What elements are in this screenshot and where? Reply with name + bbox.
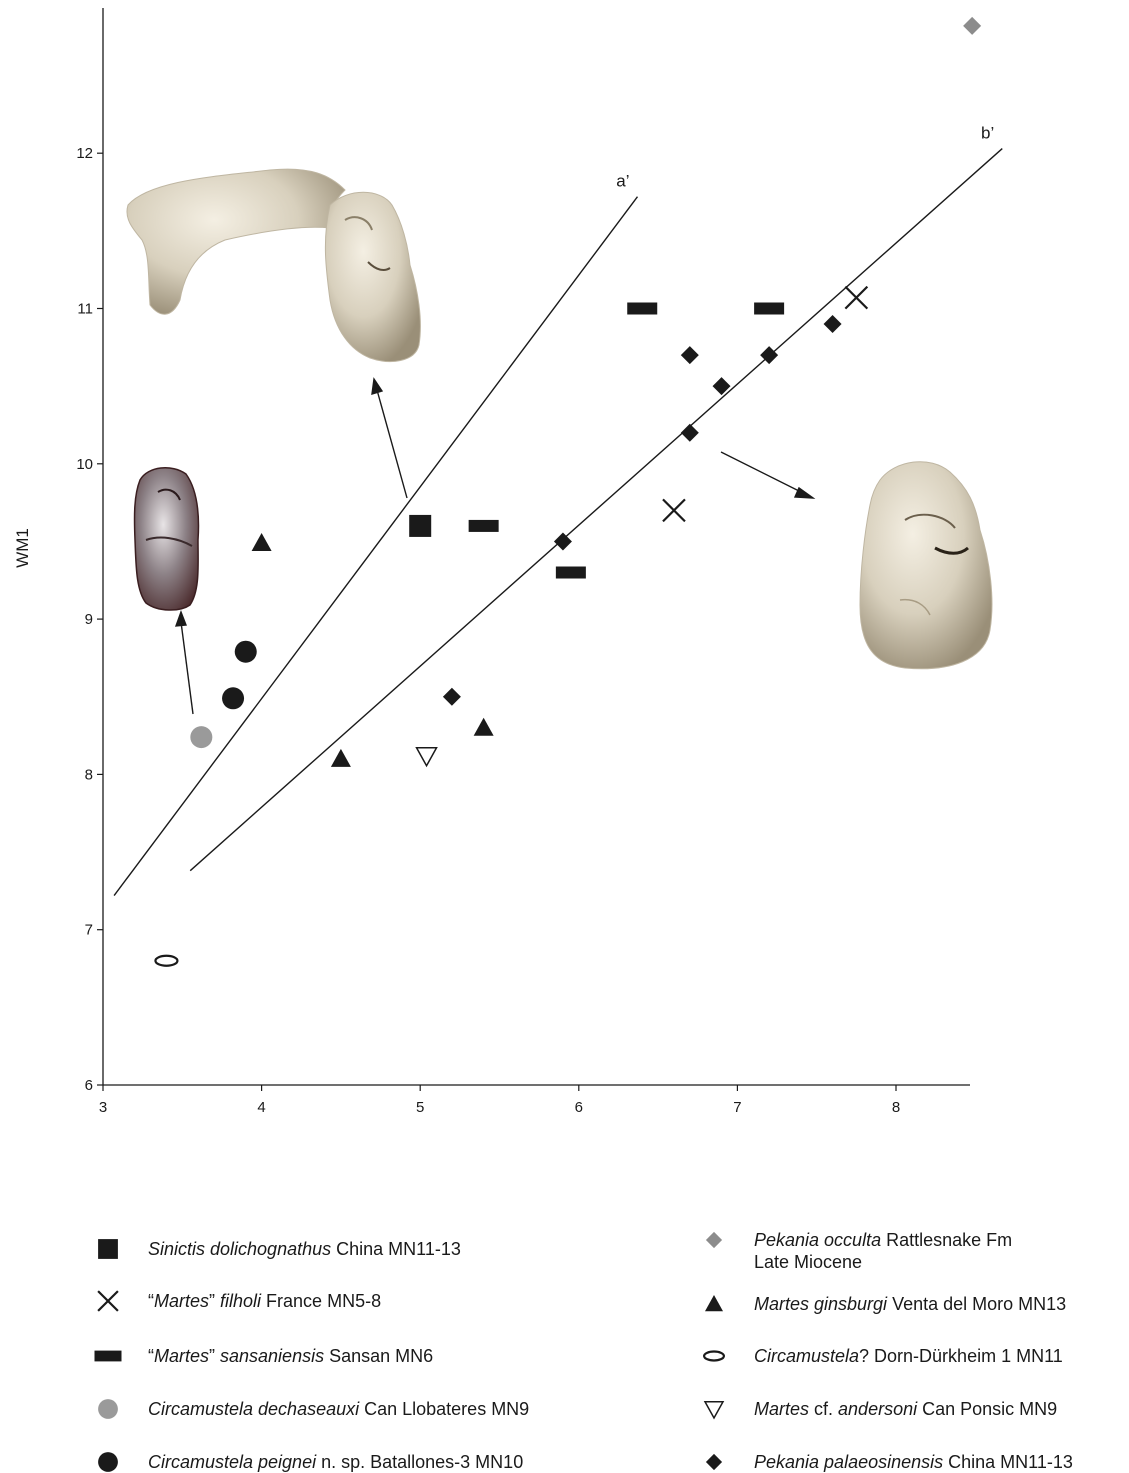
legend-label: Pekania occulta Rattlesnake Fm Late Mioce… <box>754 1230 1013 1272</box>
tooth-photo-occlusal <box>859 461 993 670</box>
legend-marker-shape <box>705 1231 723 1249</box>
legend-label: “Martes” sansaniensis Sansan MN6 <box>148 1346 434 1366</box>
data-point <box>627 302 658 315</box>
data-point <box>473 717 494 736</box>
legend-item: “Martes” filholi France MN5-8 <box>92 1290 381 1312</box>
arrowhead <box>793 486 816 499</box>
data-point <box>234 640 257 663</box>
data-point <box>680 423 699 442</box>
arrowhead <box>174 609 187 627</box>
y-tick-label: 7 <box>85 922 93 939</box>
y-tick-label: 8 <box>85 766 93 783</box>
legend-label: Pekania palaeosinensis China MN11-13 <box>754 1452 1073 1472</box>
legend-marker <box>705 1295 723 1312</box>
y-tick-label: 10 <box>76 456 93 473</box>
x-tick-label: 8 <box>892 1099 900 1116</box>
tooth-photo-small-dark <box>133 467 200 611</box>
data-point <box>712 377 731 396</box>
legend-marker-shape <box>98 1399 118 1419</box>
data-point <box>468 519 499 532</box>
legend-marker-shape <box>97 1290 119 1312</box>
legend-marker <box>703 1401 725 1420</box>
data-points <box>154 16 982 967</box>
legend-item: Circamustela dechaseauxi Can Llobateres … <box>92 1398 529 1420</box>
data-point <box>680 346 699 365</box>
photo-pointer-arrows <box>174 377 816 715</box>
x-tick-label: 5 <box>416 1099 424 1116</box>
legend-label: Circamustela? Dorn-Dürkheim 1 MN11 <box>754 1346 1063 1366</box>
legend-marker <box>703 1350 725 1362</box>
legend-marker-shape <box>94 1350 122 1362</box>
legend-marker-shape <box>705 1453 723 1471</box>
chart-canvas: 3456786789101112LM1WM1 a’b’ <box>13 8 1003 1162</box>
photos-layer <box>126 168 993 715</box>
tooth-photo-large <box>126 168 421 362</box>
data-point <box>154 954 179 967</box>
data-point <box>844 285 869 310</box>
regression-line-a-label: a’ <box>616 172 629 191</box>
legend-label: Martes cf. andersoni Can Ponsic MN9 <box>754 1399 1058 1419</box>
data-point <box>251 533 272 552</box>
regression-lines: a’ b’ <box>113 124 1003 896</box>
x-tick-label: 4 <box>257 1099 265 1116</box>
legend-marker <box>705 1231 723 1249</box>
scatter-chart: 3456786789101112LM1WM1 a’b’ <box>13 8 1003 1162</box>
data-point <box>222 687 245 710</box>
legend-label: Circamustela peignei n. sp. Batallones-3… <box>148 1452 524 1472</box>
legend-item: Circamustela peignei n. sp. Batallones-3… <box>92 1451 523 1473</box>
legend-item: Martes ginsburgi Venta del Moro MN13 <box>698 1293 1066 1315</box>
legend-marker-shape <box>98 1239 118 1259</box>
arrowhead <box>371 377 384 395</box>
legend-marker-shape <box>98 1452 118 1472</box>
legend-item: Sinictis dolichognathus China MN11-13 <box>92 1238 461 1260</box>
regression-line-b <box>189 148 1003 872</box>
y-axis-label: WM1 <box>13 528 32 568</box>
data-point <box>760 346 779 365</box>
legend-marker <box>98 1452 118 1472</box>
y-tick-label: 11 <box>77 301 93 318</box>
legend-marker-shape <box>705 1295 723 1312</box>
arrow-to-large-tooth <box>376 389 408 499</box>
data-point <box>553 532 572 551</box>
legend-marker <box>97 1290 119 1312</box>
legend-marker <box>705 1453 723 1471</box>
legend-item: Circamustela? Dorn-Dürkheim 1 MN11 <box>698 1345 1063 1367</box>
data-point <box>442 687 461 706</box>
data-point <box>190 726 213 749</box>
arrow-to-occlusal-tooth <box>720 451 804 494</box>
y-tick-label: 9 <box>85 611 93 628</box>
legend-marker <box>98 1399 118 1419</box>
legend-item: Martes cf. andersoni Can Ponsic MN9 <box>698 1398 1057 1420</box>
data-point <box>963 16 982 35</box>
x-tick-label: 6 <box>575 1099 583 1116</box>
legend-marker-shape <box>703 1401 725 1420</box>
legend-marker <box>94 1350 122 1362</box>
x-tick-label: 7 <box>733 1099 741 1116</box>
data-point <box>555 566 586 579</box>
legend-label: Martes ginsburgi Venta del Moro MN13 <box>754 1294 1067 1314</box>
legend-item: Pekania palaeosinensis China MN11-13 <box>698 1451 1073 1473</box>
legend-marker-shape <box>703 1350 725 1362</box>
y-tick-label: 6 <box>85 1077 93 1094</box>
legend-label: Circamustela dechaseauxi Can Llobateres … <box>148 1399 530 1419</box>
legend-item: Pekania occulta Rattlesnake Fm Late Mioce… <box>698 1229 1012 1273</box>
data-point <box>330 748 351 767</box>
legend-marker <box>98 1239 118 1259</box>
legend-item: “Martes” sansaniensis Sansan MN6 <box>92 1345 433 1367</box>
data-point <box>409 514 432 537</box>
data-point <box>662 498 686 523</box>
legend-label: Sinictis dolichognathus China MN11-13 <box>148 1239 461 1259</box>
y-tick-label: 12 <box>76 145 93 162</box>
data-point <box>415 747 438 768</box>
x-tick-label: 3 <box>99 1099 107 1116</box>
arrow-to-small-tooth <box>180 621 194 715</box>
regression-line-b-label: b’ <box>981 124 994 143</box>
legend-label: “Martes” filholi France MN5-8 <box>148 1291 382 1311</box>
data-point <box>754 302 785 315</box>
regression-line-a <box>113 196 639 896</box>
data-point <box>823 315 842 334</box>
